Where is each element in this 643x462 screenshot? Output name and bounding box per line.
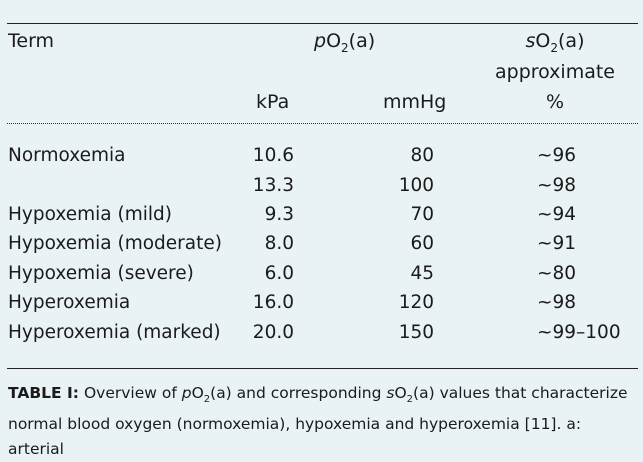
cell-so2: ~99–100 — [537, 322, 621, 343]
cell-kpa: 16.0 — [252, 292, 294, 313]
cell-mmhg: 60 — [410, 233, 434, 254]
cell-kpa: 9.3 — [264, 204, 294, 225]
cell-mmhg: 45 — [410, 263, 434, 284]
cell-mmhg: 70 — [410, 204, 434, 225]
header-po2-main: O — [326, 30, 342, 52]
table-top-rule — [7, 23, 638, 24]
cell-term: Hypoxemia (severe) — [8, 263, 194, 284]
cell-term: Normoxemia — [8, 145, 126, 166]
header-so2-suffix: (a) — [558, 30, 585, 52]
cell-mmhg: 80 — [410, 145, 434, 166]
table-bottom-rule — [7, 368, 638, 369]
cell-term: Hyperoxemia (marked) — [8, 322, 221, 343]
cell-kpa: 13.3 — [252, 175, 294, 196]
cell-so2: ~80 — [537, 263, 577, 284]
cell-mmhg: 150 — [398, 322, 434, 343]
caption-label: TABLE I: — [8, 384, 80, 402]
header-mmhg: mmHg — [383, 91, 447, 113]
cell-kpa: 10.6 — [252, 145, 294, 166]
header-so2: sO2(a) — [480, 30, 630, 59]
cell-so2: ~98 — [537, 292, 577, 313]
cell-kpa: 8.0 — [264, 233, 294, 254]
header-so2-main: O — [535, 30, 551, 52]
cell-mmhg: 120 — [398, 292, 434, 313]
header-percent: % — [545, 91, 565, 113]
header-kpa: kPa — [256, 91, 290, 113]
header-po2-suffix: (a) — [348, 30, 376, 52]
caption-line-1: TABLE I: Overview of pO2(a) and correspo… — [8, 384, 628, 405]
cell-term: Hypoxemia (mild) — [8, 204, 172, 225]
cell-term: Hyperoxemia — [8, 292, 131, 313]
cell-mmhg: 100 — [398, 175, 434, 196]
header-so2-sub: 2 — [550, 41, 559, 55]
header-po2-sub: 2 — [341, 41, 349, 55]
cell-so2: ~94 — [537, 204, 577, 225]
cell-so2: ~96 — [537, 145, 577, 166]
header-term: Term — [8, 30, 55, 52]
cell-so2: ~91 — [537, 233, 577, 254]
header-so2-approximate: approximate — [494, 61, 615, 83]
header-divider — [7, 123, 638, 124]
table-caption: TABLE I: Overview of pO2(a) and correspo… — [8, 381, 636, 462]
caption-line-2: normal blood oxygen (normoxemia), hypoxe… — [8, 415, 582, 458]
cell-term: Hypoxemia (moderate) — [8, 233, 222, 254]
cell-kpa: 6.0 — [264, 263, 294, 284]
cell-kpa: 20.0 — [252, 322, 294, 343]
header-po2-prefix: p — [314, 30, 327, 52]
header-so2-prefix: s — [525, 30, 536, 52]
cell-so2: ~98 — [537, 175, 577, 196]
header-po2: pO2(a) — [314, 30, 375, 59]
